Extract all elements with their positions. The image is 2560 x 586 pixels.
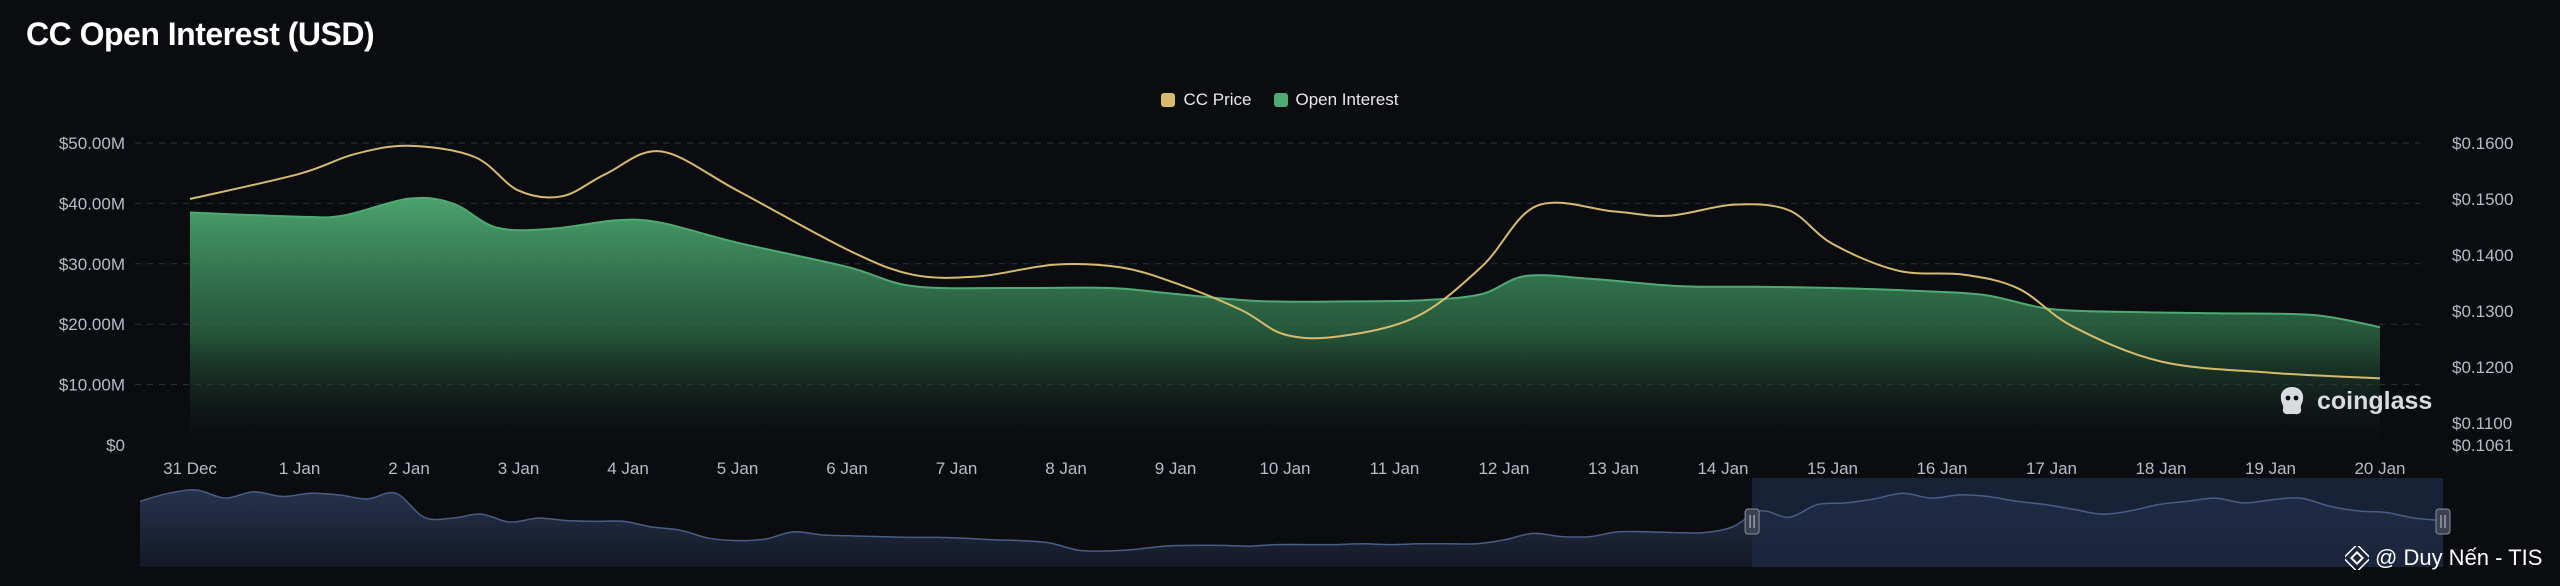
y-right-tick-label: $0.1061 xyxy=(2452,436,2513,455)
axis-labels: $0 $10.00M $20.00M $30.00M $40.00M $50.00M $0.… xyxy=(59,134,2514,478)
x-tick-label: 16 Jan xyxy=(1916,459,1967,478)
y-right-tick-label: $0.1100 xyxy=(2452,414,2512,433)
y-left-tick-label: $10.00M xyxy=(59,376,125,395)
credit-text: @ Duy Nến - TIS xyxy=(2375,545,2543,570)
navigator-handle-right[interactable] xyxy=(2435,508,2451,535)
x-tick-label: 5 Jan xyxy=(717,459,759,478)
chart-legend: CC Price Open Interest xyxy=(0,90,2560,110)
navigator[interactable] xyxy=(139,478,2451,567)
series-layer xyxy=(189,144,2381,445)
x-tick-label: 1 Jan xyxy=(279,459,321,478)
y-left-tick-label: $40.00M xyxy=(59,194,125,213)
x-tick-label: 10 Jan xyxy=(1259,459,1310,478)
x-tick-label: 15 Jan xyxy=(1807,459,1858,478)
cc-price-line xyxy=(189,144,2381,380)
legend-label-price: CC Price xyxy=(1183,90,1252,109)
y-right-tick-label: $0.1600 xyxy=(2452,134,2513,153)
x-tick-label: 19 Jan xyxy=(2245,459,2296,478)
x-tick-label: 4 Jan xyxy=(607,459,649,478)
watermark-text: coinglass xyxy=(2317,386,2433,415)
navigator-line xyxy=(139,489,2444,552)
y-right-tick-label: $0.1300 xyxy=(2452,302,2513,321)
x-tick-label: 13 Jan xyxy=(1588,459,1639,478)
y-left-tick-label: $0 xyxy=(106,436,125,455)
x-tick-label: 17 Jan xyxy=(2026,459,2077,478)
x-tick-label: 7 Jan xyxy=(936,459,978,478)
x-tick-label: 12 Jan xyxy=(1478,459,1529,478)
y-left-tick-label: $30.00M xyxy=(59,255,125,274)
x-tick-label: 11 Jan xyxy=(1370,459,1420,478)
x-tick-label: 14 Jan xyxy=(1697,459,1748,478)
x-tick-label: 3 Jan xyxy=(498,459,540,478)
open-interest-area xyxy=(190,197,2380,445)
author-credit: @ Duy Nến - TIS xyxy=(2345,545,2542,571)
legend-label-open-interest: Open Interest xyxy=(1295,90,1399,109)
x-tick-label: 9 Jan xyxy=(1155,459,1197,478)
y-right-tick-label: $0.1200 xyxy=(2452,358,2513,377)
y-left-tick-label: $50.00M xyxy=(59,134,125,153)
x-tick-label: 31 Dec xyxy=(163,459,217,478)
navigator-selection xyxy=(1752,478,2443,567)
legend-item-open-interest[interactable]: Open Interest xyxy=(1273,90,1399,110)
navigator-handle-left[interactable] xyxy=(1744,508,1760,535)
y-right-tick-label: $0.1400 xyxy=(2452,246,2513,265)
legend-swatch-open-interest xyxy=(1273,93,1288,107)
legend-item-price[interactable]: CC Price xyxy=(1161,90,1252,110)
open-interest-line xyxy=(189,196,2381,329)
x-tick-label: 2 Jan xyxy=(388,459,430,478)
page-title: CC Open Interest (USD) xyxy=(26,16,375,52)
y-left-tick-label: $20.00M xyxy=(59,315,125,334)
legend-swatch-price xyxy=(1161,93,1176,107)
binance-logo-icon xyxy=(2345,546,2369,570)
coinglass-logo-icon xyxy=(2280,387,2304,415)
x-tick-label: 6 Jan xyxy=(826,459,868,478)
x-tick-label: 18 Jan xyxy=(2135,459,2186,478)
x-tick-label: 8 Jan xyxy=(1045,459,1087,478)
y-right-tick-label: $0.1500 xyxy=(2452,190,2513,209)
coinglass-watermark: coinglass xyxy=(2275,384,2432,418)
x-tick-label: 20 Jan xyxy=(2354,459,2405,478)
